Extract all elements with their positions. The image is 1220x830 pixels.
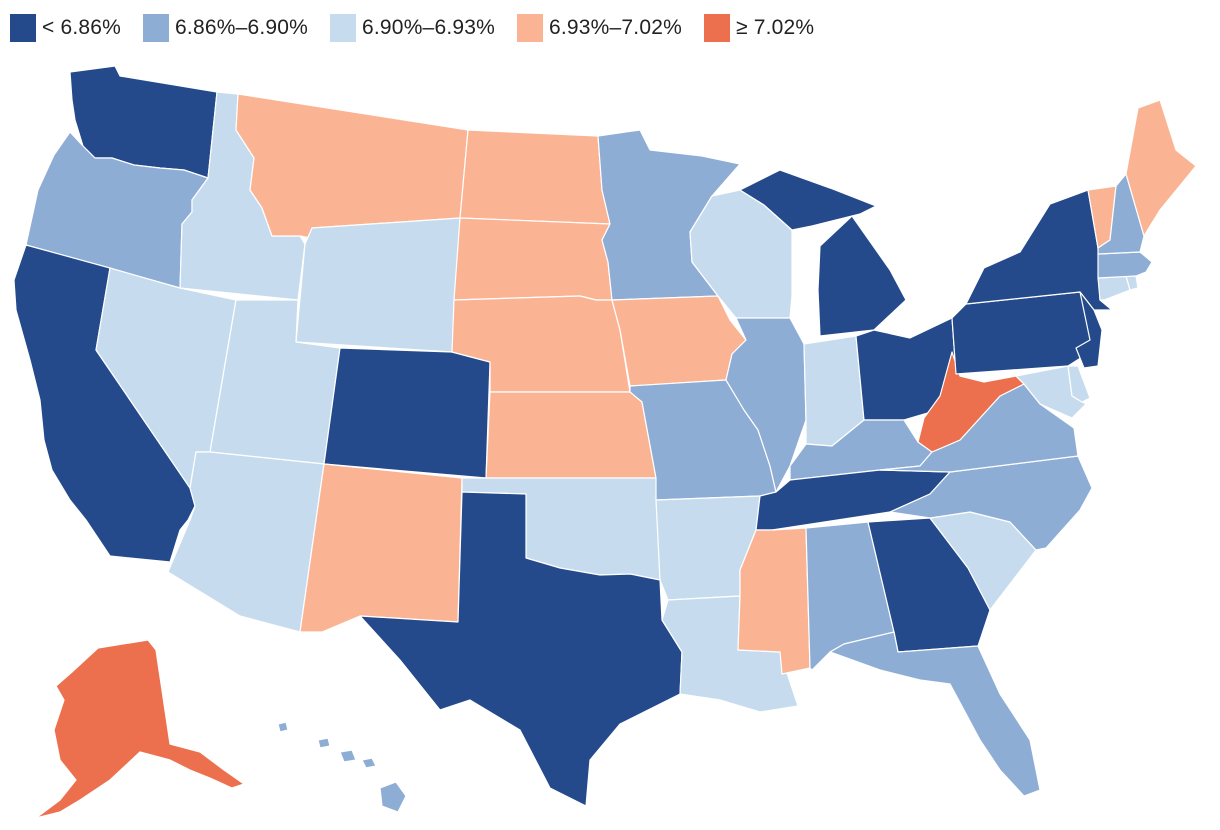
state-ms[interactable] xyxy=(737,527,811,675)
state-fl[interactable] xyxy=(829,631,1041,797)
state-wy[interactable] xyxy=(295,217,461,353)
legend-swatch xyxy=(143,14,170,42)
state-nj[interactable] xyxy=(1075,291,1103,369)
legend-swatch xyxy=(703,14,730,42)
state-de[interactable] xyxy=(1067,365,1091,403)
legend-label: < 6.86% xyxy=(42,16,122,39)
state-wv[interactable] xyxy=(917,351,1025,453)
state-ak[interactable] xyxy=(35,639,245,819)
state-sd[interactable] xyxy=(453,217,613,301)
state-mi[interactable] xyxy=(739,169,907,337)
state-wi[interactable] xyxy=(689,189,793,319)
legend-label: 6.93%–7.02% xyxy=(548,16,682,39)
state-az[interactable] xyxy=(167,451,325,633)
legend-swatch xyxy=(330,14,357,42)
legend-item-6-90-6-93: 6.90%–6.93% xyxy=(330,14,495,42)
state-nm[interactable] xyxy=(299,463,463,633)
legend: < 6.86% 6.86%–6.90% 6.90%–6.93% 6.93%–7.… xyxy=(10,12,836,44)
legend-label: 6.86%–6.90% xyxy=(175,16,309,39)
legend-item-gte-7-02: ≥ 7.02% xyxy=(703,14,815,42)
legend-item-6-86-6-90: 6.86%–6.90% xyxy=(143,14,308,42)
state-ks[interactable] xyxy=(485,391,657,479)
state-ma[interactable] xyxy=(1097,251,1153,279)
legend-swatch xyxy=(10,14,36,42)
state-ny[interactable] xyxy=(965,189,1113,311)
state-mt[interactable] xyxy=(235,93,469,239)
state-hi[interactable] xyxy=(277,721,407,813)
legend-swatch xyxy=(516,14,543,42)
state-ia[interactable] xyxy=(611,295,747,387)
state-co[interactable] xyxy=(323,347,491,479)
state-nd[interactable] xyxy=(459,129,611,225)
legend-item-lt-6-86: < 6.86% xyxy=(10,14,121,42)
legend-label: 6.90%–6.93% xyxy=(362,16,495,39)
state-pa[interactable] xyxy=(951,291,1095,375)
state-tx[interactable] xyxy=(359,491,683,807)
state-ct[interactable] xyxy=(1097,275,1131,301)
legend-label: ≥ 7.02% xyxy=(735,16,815,39)
state-me[interactable] xyxy=(1125,99,1197,237)
legend-item-6-93-7-02: 6.93%–7.02% xyxy=(516,14,682,42)
